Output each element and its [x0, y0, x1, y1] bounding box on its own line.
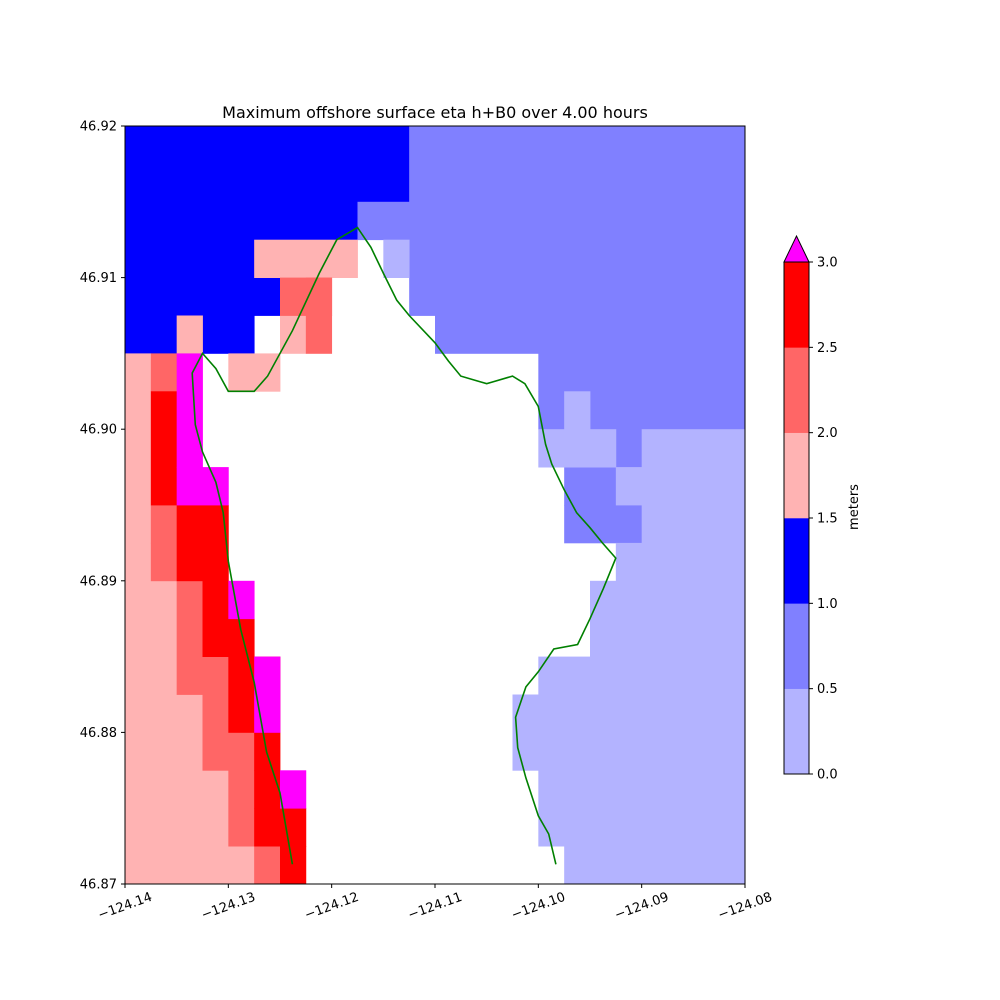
heatmap-cell: [176, 315, 203, 354]
heatmap-cell: [125, 277, 281, 316]
heatmap-cell: [357, 201, 746, 241]
heatmap-cell: [538, 429, 617, 468]
heatmap-cell: [280, 277, 333, 316]
colorbar-label: meters: [847, 484, 862, 530]
heatmap-cell: [125, 770, 229, 847]
heatmap-cell: [176, 467, 229, 506]
chart-title: Maximum offshore surface eta h+B0 over 4…: [222, 103, 648, 122]
x-tick-label: −124.13: [199, 890, 257, 923]
y-tick-label: 46.92: [80, 120, 117, 135]
heatmap-cell: [590, 580, 746, 657]
colorbar-tick-label: 1.0: [817, 597, 838, 612]
colorbar: 0.0 0.5 1.0 1.5 2.0 2.5 3.0: [783, 234, 838, 783]
heatmap-cell: [512, 694, 746, 771]
heatmap-cell: [564, 505, 643, 544]
heatmap-cell: [641, 429, 746, 468]
heatmap-cell: [202, 580, 229, 620]
heatmap-cell: [125, 694, 203, 771]
heatmap-cell: [254, 846, 281, 885]
y-tick-label: 46.89: [80, 574, 117, 589]
colorbar-tick-label: 3.0: [817, 256, 838, 271]
colorbar-segment: [784, 262, 809, 348]
heatmap-cell: [228, 353, 281, 392]
heatmap-cell: [228, 770, 255, 847]
heatmap-cell: [150, 542, 178, 582]
heatmap-cell: [125, 126, 410, 203]
heatmap-cell: [409, 239, 746, 278]
heatmap-cell: [641, 505, 746, 544]
y-axis: 46.87 46.88 46.89 46.90 46.91 46.92: [80, 120, 125, 893]
y-tick-label: 46.87: [80, 878, 117, 893]
heatmap-cell: [125, 580, 178, 695]
colorbar-segment: [784, 518, 809, 604]
x-tick-label: −124.11: [406, 890, 464, 923]
heatmap-cell: [538, 656, 746, 695]
colorbar-segment: [784, 603, 809, 689]
heatmap-cell: [150, 505, 178, 544]
heatmap-cell: [409, 126, 746, 203]
heatmap-cell: [564, 391, 591, 430]
heatmap-cell: [615, 467, 746, 506]
plot-area: [124, 125, 746, 885]
heatmap-cell: [254, 239, 358, 278]
heatmap-cell: [125, 353, 152, 468]
heatmap-cell: [280, 770, 307, 809]
heatmap-cell: [125, 846, 255, 885]
colorbar-tick-label: 0.0: [817, 768, 838, 783]
y-tick-label: 46.88: [80, 726, 117, 741]
x-tick-label: −124.08: [716, 890, 774, 923]
colorbar-segment: [784, 432, 809, 519]
heatmap-cell: [254, 808, 307, 847]
heatmap-cell: [254, 770, 281, 809]
x-tick-label: −124.09: [613, 890, 671, 923]
heatmap-cell: [538, 770, 746, 809]
heatmap-cell: [125, 315, 178, 354]
colorbar-tick-label: 2.0: [817, 426, 838, 441]
x-tick-label: −124.14: [96, 890, 154, 923]
y-tick-label: 46.91: [80, 271, 117, 286]
heatmap-cell: [280, 846, 307, 885]
colorbar-segment: [784, 347, 809, 433]
heatmap-cell: [280, 315, 307, 354]
heatmap-cell: [615, 391, 746, 430]
colorbar-extend-arrow: [783, 234, 810, 263]
heatmap-cell: [202, 315, 255, 354]
heatmap-cell: [538, 808, 746, 847]
heatmap-cell: [305, 315, 333, 354]
heatmap-cell: [383, 239, 410, 278]
heatmap-cells: [125, 126, 746, 885]
heatmap-cell: [615, 429, 643, 468]
heatmap-cell: [176, 505, 229, 582]
x-tick-label: −124.12: [303, 890, 361, 923]
heatmap-cell: [125, 201, 358, 241]
shoreline-contour: [191, 226, 617, 865]
x-tick-label: −124.10: [509, 890, 567, 923]
heatmap-cell: [564, 846, 746, 885]
colorbar-tick-label: 0.5: [817, 682, 838, 697]
heatmap-cell: [615, 542, 746, 582]
heatmap-cell: [150, 391, 178, 506]
heatmap-cell: [538, 353, 746, 392]
heatmap-cell: [150, 353, 178, 392]
colorbar-tick-label: 2.5: [817, 341, 838, 356]
colorbar-segment: [784, 688, 809, 775]
heatmap-cell: [435, 315, 746, 354]
heatmap-cell: [254, 656, 281, 733]
heatmap-cell: [176, 353, 203, 468]
x-axis: −124.14 −124.13 −124.12 −124.11 −124.10 −124.…: [96, 884, 774, 923]
heatmap-cell: [409, 277, 746, 316]
colorbar-tick-label: 1.5: [817, 512, 838, 527]
y-tick-label: 46.90: [80, 423, 117, 438]
